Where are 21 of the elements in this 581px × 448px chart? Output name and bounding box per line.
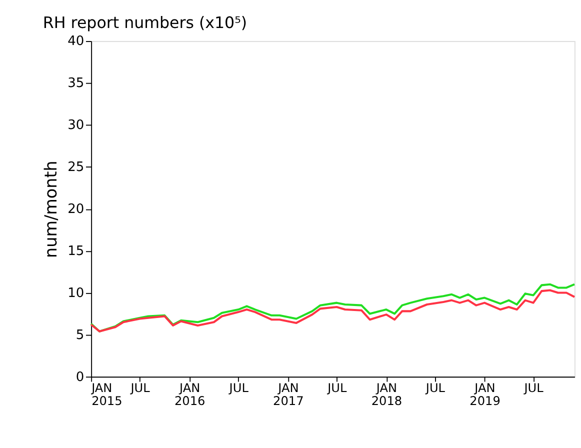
x-tick-label: JAN 2018 bbox=[371, 380, 402, 408]
x-tick-label: JUL bbox=[130, 380, 150, 395]
y-tick-label: 15 bbox=[68, 244, 84, 259]
x-tick-label: JAN 2017 bbox=[273, 380, 304, 408]
y-tick-label: 30 bbox=[68, 118, 84, 134]
y-tick-label: 5 bbox=[76, 328, 84, 343]
x-tick-label: JAN 2016 bbox=[174, 380, 206, 408]
y-tick-label: 35 bbox=[68, 76, 84, 92]
x-tick-label: JAN 2015 bbox=[90, 380, 122, 408]
y-tick-label: 0 bbox=[76, 370, 84, 385]
y-tick-label: 10 bbox=[68, 286, 84, 301]
x-tick-label: JUL bbox=[326, 380, 347, 395]
y-tick-label: 25 bbox=[68, 160, 84, 176]
x-tick-label: JUL bbox=[424, 380, 446, 395]
x-tick-label: JUL bbox=[228, 380, 249, 395]
y-tick-label: 40 bbox=[68, 34, 84, 50]
x-tick-label: JUL bbox=[523, 380, 544, 395]
y-tick-label: 20 bbox=[68, 202, 84, 218]
chart-title: RH report numbers (x10⁵) bbox=[42, 13, 248, 32]
x-tick-label: JAN 2019 bbox=[470, 380, 500, 408]
y-axis-title: num/month bbox=[40, 160, 60, 258]
